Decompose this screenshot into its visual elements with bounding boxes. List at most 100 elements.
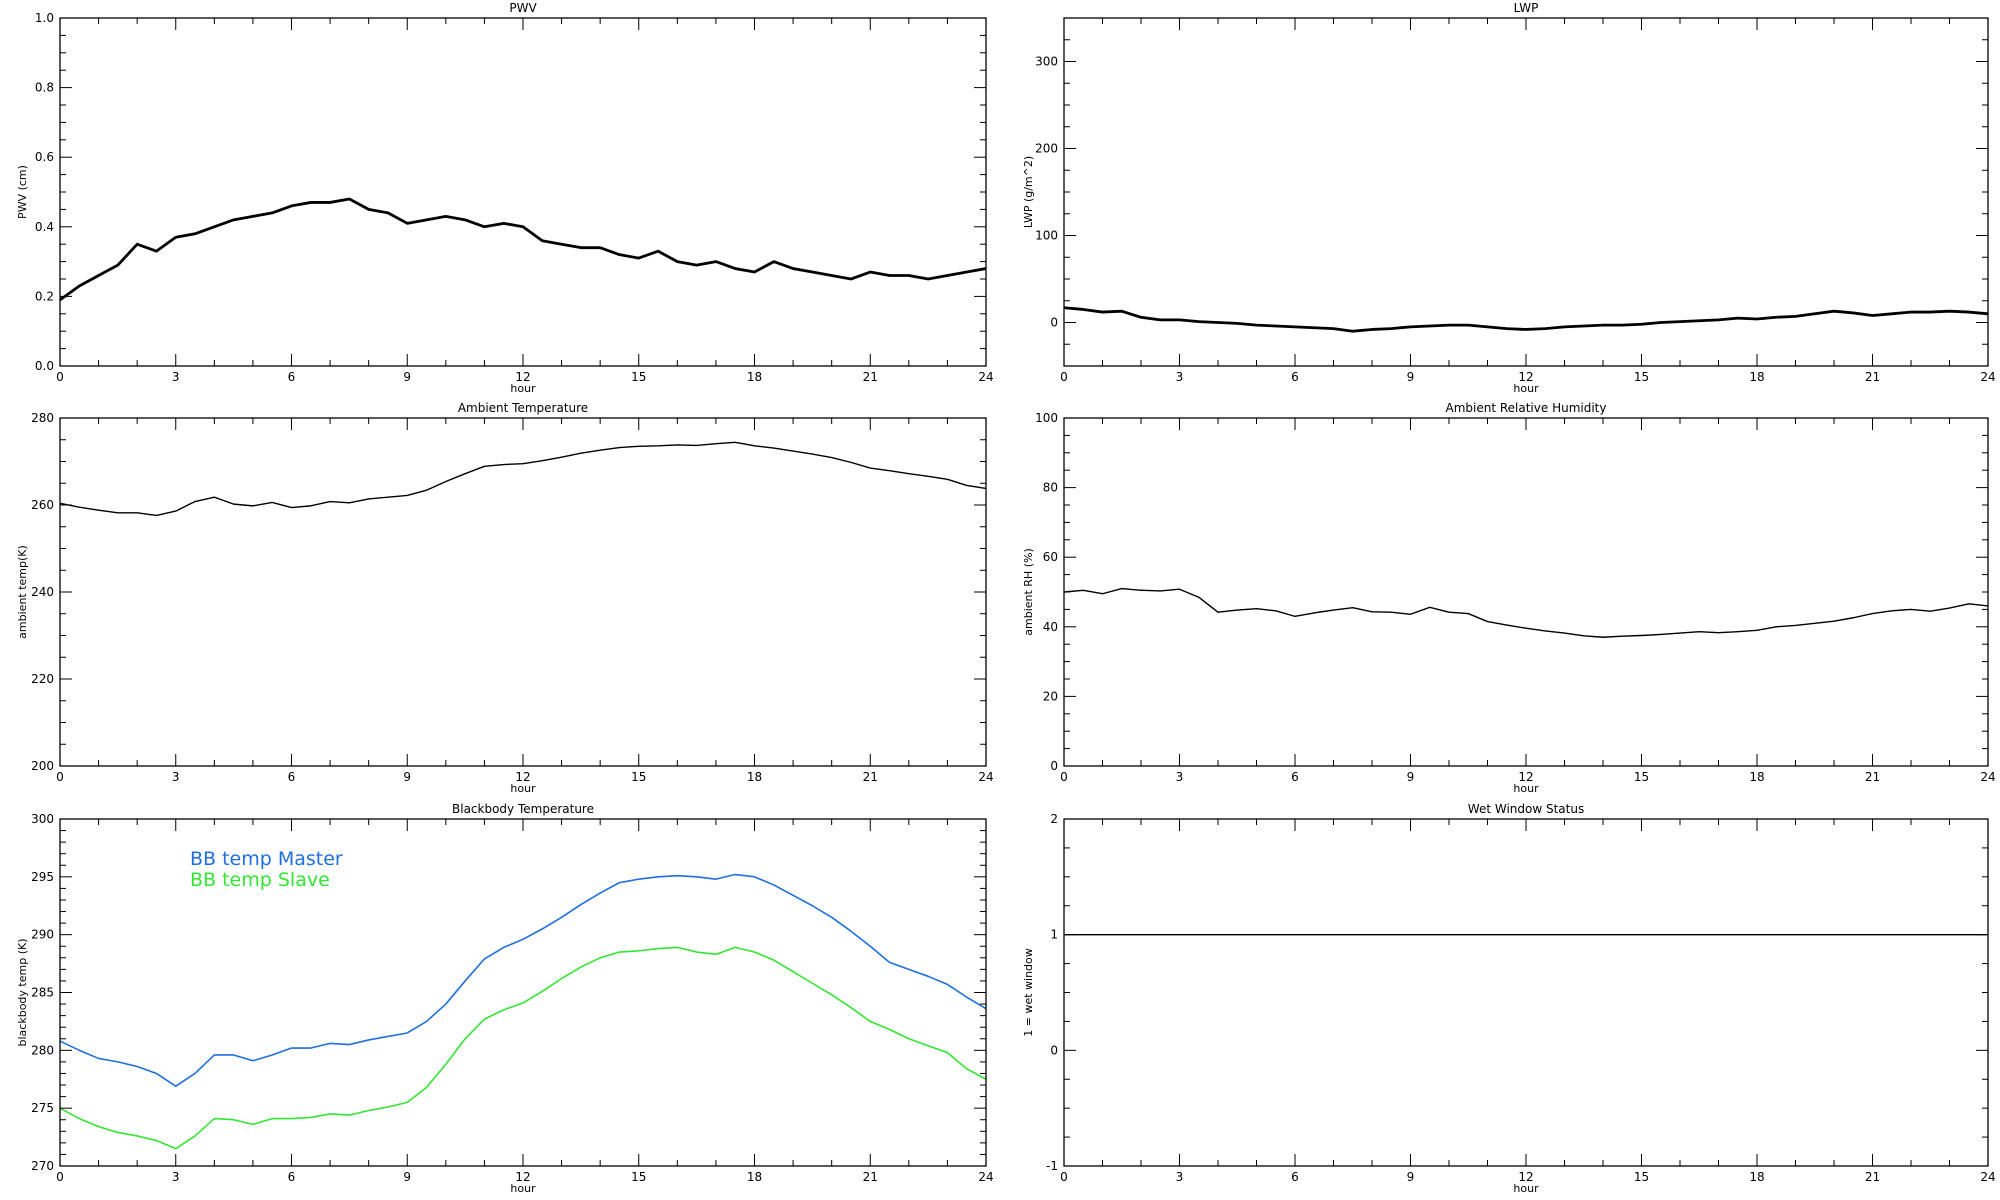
y-tick-label: 100 — [1035, 229, 1058, 243]
y-tick-label: 0.4 — [35, 220, 54, 234]
x-tick-label: 12 — [1518, 1170, 1533, 1184]
lwp-chart: 0 3 6 9 12 15 18 21 24 0 100 200 300 LWP hour LWP (g/m^… — [1022, 1, 1996, 395]
x-tick-label: 24 — [1980, 1170, 1995, 1184]
x-tick-label: 6 — [288, 1170, 296, 1184]
x-tick-label: 3 — [172, 770, 180, 784]
x-tick-label: 15 — [631, 1170, 646, 1184]
x-tick-label: 3 — [1176, 1170, 1184, 1184]
x-tick-label: 9 — [1407, 770, 1415, 784]
y-tick-label: 0 — [1050, 759, 1058, 773]
y-axis-label: ambient RH (%) — [1022, 548, 1035, 636]
x-tick-label: 24 — [1980, 770, 1995, 784]
x-tick-label: 21 — [1865, 770, 1880, 784]
x-tick-label: 6 — [1291, 770, 1299, 784]
x-tick-label: 15 — [1634, 770, 1649, 784]
y-tick-label: 0.6 — [35, 150, 54, 164]
y-tick-label: 270 — [31, 1159, 54, 1173]
x-axis-label: hour — [1513, 782, 1539, 795]
series-line-lwp — [1063, 306, 1989, 333]
y-tick-label: 0 — [1050, 316, 1058, 330]
chart-title: Blackbody Temperature — [452, 802, 594, 816]
x-tick-label: 12 — [515, 770, 530, 784]
y-tick-label: 200 — [31, 759, 54, 773]
x-tick-label: 9 — [403, 370, 411, 384]
series-line-bb-temp-master — [59, 873, 987, 1087]
y-tick-label: 240 — [31, 585, 54, 599]
x-tick-label: 3 — [1176, 770, 1184, 784]
y-axis-label: blackbody temp (K) — [16, 939, 29, 1047]
y-tick-label: 220 — [31, 672, 54, 686]
y-tick-label: 260 — [31, 498, 54, 512]
y-tick-label: 60 — [1043, 550, 1058, 564]
ambient-relative-humidity-chart: 0 3 6 9 12 15 18 21 24 0 20 40 60 80 100 Ambient Relati… — [1022, 401, 1996, 795]
y-tick-label: 285 — [31, 986, 54, 1000]
x-tick-label: 24 — [978, 370, 993, 384]
x-axis-label: hour — [510, 382, 536, 395]
x-tick-label: 15 — [631, 370, 646, 384]
pwv-chart: 0 3 6 9 12 15 18 21 24 0.0 0.2 0.4 0.6 0.8 1.0 PWV hour P… — [16, 1, 994, 395]
x-tick-label: 0 — [1060, 770, 1068, 784]
x-tick-label: 18 — [1749, 370, 1764, 384]
x-tick-label: 3 — [1176, 370, 1184, 384]
chart-title: PWV — [509, 1, 537, 15]
x-tick-label: 24 — [978, 770, 993, 784]
x-tick-label: 15 — [1634, 1170, 1649, 1184]
x-tick-label: 6 — [288, 770, 296, 784]
y-tick-label: 280 — [31, 1043, 54, 1057]
x-tick-label: 21 — [863, 770, 878, 784]
y-tick-label: 200 — [1035, 142, 1058, 156]
y-tick-label: 280 — [31, 411, 54, 425]
y-tick-label: 0.8 — [35, 81, 54, 95]
y-tick-label: 290 — [31, 928, 54, 942]
x-tick-label: 9 — [403, 770, 411, 784]
y-tick-label: 0 — [1050, 1043, 1058, 1057]
x-tick-label: 24 — [978, 1170, 993, 1184]
blackbody-temperature-chart: 0 3 6 9 12 15 18 21 24 270 275 280 285 290 295 300 Black… — [16, 802, 994, 1195]
y-tick-label: 275 — [31, 1101, 54, 1115]
x-tick-label: 3 — [172, 370, 180, 384]
x-tick-label: 0 — [56, 1170, 64, 1184]
x-tick-label: 0 — [1060, 1170, 1068, 1184]
x-tick-label: 21 — [1865, 370, 1880, 384]
x-tick-label: 15 — [1634, 370, 1649, 384]
x-tick-label: 6 — [1291, 1170, 1299, 1184]
x-tick-label: 12 — [1518, 770, 1533, 784]
x-tick-label: 9 — [403, 1170, 411, 1184]
y-axis-label: 1 = wet window — [1022, 948, 1035, 1037]
x-tick-label: 21 — [863, 370, 878, 384]
x-axis-label: hour — [1513, 382, 1539, 395]
series-line-ambient-temperature — [59, 441, 987, 517]
y-tick-label: 0.0 — [35, 359, 54, 373]
chart-title: Ambient Relative Humidity — [1446, 401, 1607, 415]
x-tick-label: 12 — [515, 1170, 530, 1184]
x-tick-label: 9 — [1407, 370, 1415, 384]
legend-entry-bb-temp-master: BB temp Master — [190, 848, 343, 870]
y-axis-label: PWV (cm) — [16, 165, 29, 219]
y-tick-label: 80 — [1043, 481, 1058, 495]
y-tick-label: 0.2 — [35, 289, 54, 303]
x-tick-label: 0 — [56, 770, 64, 784]
series-line-ambient-relative-humidity — [1063, 587, 1989, 638]
x-tick-label: 18 — [747, 1170, 762, 1184]
x-tick-label: 0 — [56, 370, 64, 384]
legend-entry-bb-temp-slave: BB temp Slave — [190, 869, 330, 891]
x-tick-label: 18 — [1749, 1170, 1764, 1184]
x-tick-label: 6 — [288, 370, 296, 384]
y-tick-label: 300 — [31, 812, 54, 826]
y-tick-label: 300 — [1035, 55, 1058, 69]
x-tick-label: 21 — [863, 1170, 878, 1184]
x-tick-label: 0 — [1060, 370, 1068, 384]
y-tick-label: -1 — [1046, 1159, 1058, 1173]
y-tick-label: 100 — [1035, 411, 1058, 425]
x-tick-label: 12 — [1518, 370, 1533, 384]
x-axis-label: hour — [1513, 1182, 1539, 1195]
ambient-temperature-chart: 0 3 6 9 12 15 18 21 24 200 220 240 260 280 Ambient Tem… — [16, 401, 994, 795]
x-tick-label: 15 — [631, 770, 646, 784]
y-tick-label: 1.0 — [35, 11, 54, 25]
y-tick-label: 1 — [1050, 928, 1058, 942]
y-tick-label: 2 — [1050, 812, 1058, 826]
y-axis-label: LWP (g/m^2) — [1022, 156, 1035, 228]
y-tick-label: 40 — [1043, 620, 1058, 634]
